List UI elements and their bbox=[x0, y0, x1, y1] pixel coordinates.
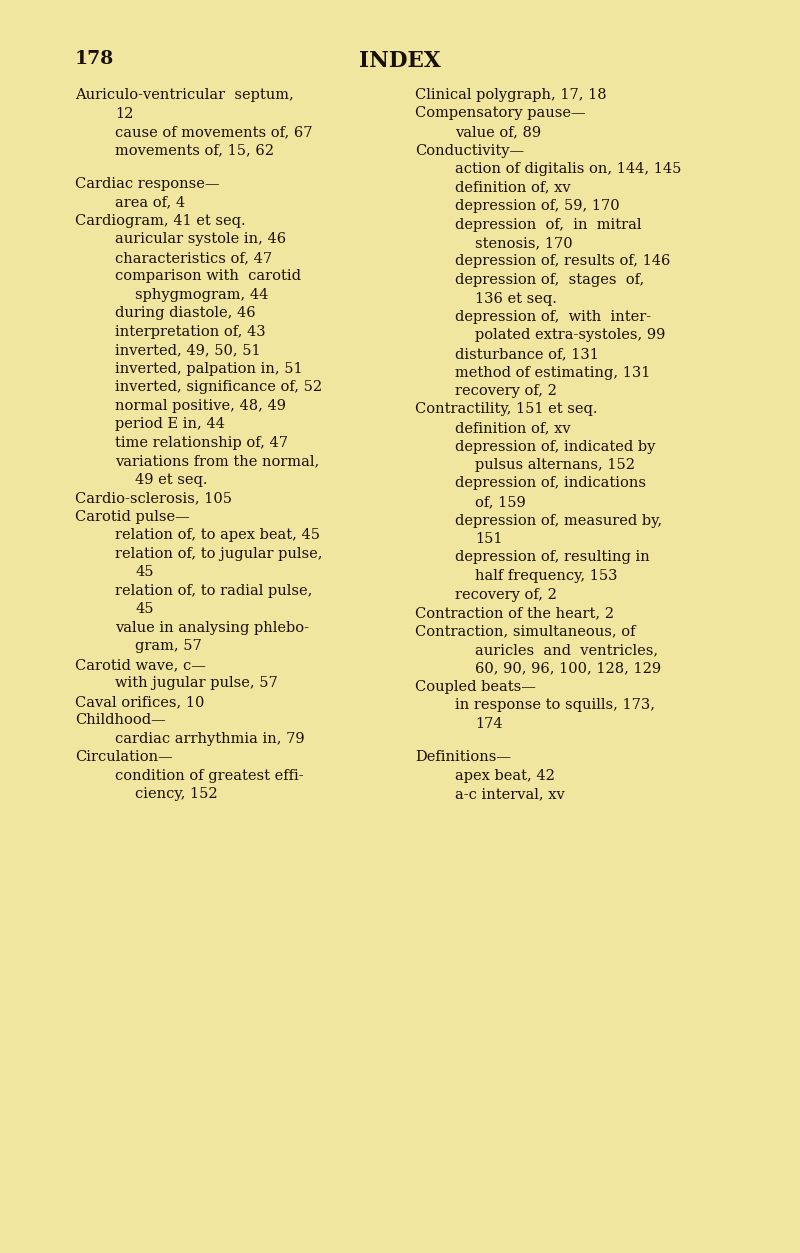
Text: depression of, measured by,: depression of, measured by, bbox=[455, 514, 662, 528]
Text: depression of,  stages  of,: depression of, stages of, bbox=[455, 273, 644, 287]
Text: Carotid wave, c—: Carotid wave, c— bbox=[75, 658, 206, 672]
Text: Contraction, simultaneous, of: Contraction, simultaneous, of bbox=[415, 624, 635, 639]
Text: 12: 12 bbox=[115, 107, 134, 120]
Text: relation of, to radial pulse,: relation of, to radial pulse, bbox=[115, 584, 312, 598]
Text: Carotid pulse—: Carotid pulse— bbox=[75, 510, 190, 524]
Text: inverted, 49, 50, 51: inverted, 49, 50, 51 bbox=[115, 343, 261, 357]
Text: Contractility, 151 et seq.: Contractility, 151 et seq. bbox=[415, 402, 598, 416]
Text: relation of, to apex beat, 45: relation of, to apex beat, 45 bbox=[115, 529, 320, 543]
Text: Cardiogram, 41 et seq.: Cardiogram, 41 et seq. bbox=[75, 214, 246, 228]
Text: Caval orifices, 10: Caval orifices, 10 bbox=[75, 695, 204, 709]
Text: depression of, 59, 170: depression of, 59, 170 bbox=[455, 199, 620, 213]
Text: auricular systole in, 46: auricular systole in, 46 bbox=[115, 232, 286, 247]
Text: with jugular pulse, 57: with jugular pulse, 57 bbox=[115, 677, 278, 690]
Text: normal positive, 48, 49: normal positive, 48, 49 bbox=[115, 398, 286, 412]
Text: recovery of, 2: recovery of, 2 bbox=[455, 383, 557, 398]
Text: depression of, results of, 146: depression of, results of, 146 bbox=[455, 254, 670, 268]
Text: value of, 89: value of, 89 bbox=[455, 125, 541, 139]
Text: definition of, xv: definition of, xv bbox=[455, 421, 570, 435]
Text: sphygmogram, 44: sphygmogram, 44 bbox=[135, 288, 268, 302]
Text: in response to squills, 173,: in response to squills, 173, bbox=[455, 698, 655, 713]
Text: of, 159: of, 159 bbox=[475, 495, 526, 509]
Text: 60, 90, 96, 100, 128, 129: 60, 90, 96, 100, 128, 129 bbox=[475, 662, 661, 675]
Text: inverted, palpation in, 51: inverted, palpation in, 51 bbox=[115, 362, 302, 376]
Text: 45: 45 bbox=[135, 603, 154, 616]
Text: during diastole, 46: during diastole, 46 bbox=[115, 306, 256, 321]
Text: depression  of,  in  mitral: depression of, in mitral bbox=[455, 218, 642, 232]
Text: value in analysing phlebo-: value in analysing phlebo- bbox=[115, 620, 309, 635]
Text: relation of, to jugular pulse,: relation of, to jugular pulse, bbox=[115, 546, 322, 561]
Text: disturbance of, 131: disturbance of, 131 bbox=[455, 347, 599, 361]
Text: area of, 4: area of, 4 bbox=[115, 195, 185, 209]
Text: depression of, indications: depression of, indications bbox=[455, 476, 646, 490]
Text: half frequency, 153: half frequency, 153 bbox=[475, 569, 618, 583]
Text: pulsus alternans, 152: pulsus alternans, 152 bbox=[475, 459, 635, 472]
Text: Coupled beats—: Coupled beats— bbox=[415, 680, 536, 694]
Text: polated extra-systoles, 99: polated extra-systoles, 99 bbox=[475, 328, 666, 342]
Text: variations from the normal,: variations from the normal, bbox=[115, 455, 319, 469]
Text: Definitions—: Definitions— bbox=[415, 751, 511, 764]
Text: stenosis, 170: stenosis, 170 bbox=[475, 236, 573, 251]
Text: period E in, 44: period E in, 44 bbox=[115, 417, 225, 431]
Text: inverted, significance of, 52: inverted, significance of, 52 bbox=[115, 381, 322, 395]
Text: Compensatory pause—: Compensatory pause— bbox=[415, 107, 586, 120]
Text: 136 et seq.: 136 et seq. bbox=[475, 292, 557, 306]
Text: 178: 178 bbox=[75, 50, 114, 68]
Text: auricles  and  ventricles,: auricles and ventricles, bbox=[475, 643, 658, 657]
Text: Conductivity—: Conductivity— bbox=[415, 144, 524, 158]
Text: comparison with  carotid: comparison with carotid bbox=[115, 269, 301, 283]
Text: cause of movements of, 67: cause of movements of, 67 bbox=[115, 125, 313, 139]
Text: condition of greatest effi-: condition of greatest effi- bbox=[115, 769, 304, 783]
Text: interpretation of, 43: interpretation of, 43 bbox=[115, 325, 266, 338]
Text: Circulation—: Circulation— bbox=[75, 751, 173, 764]
Text: Childhood—: Childhood— bbox=[75, 713, 166, 727]
Text: depression of, resulting in: depression of, resulting in bbox=[455, 550, 650, 565]
Text: movements of, 15, 62: movements of, 15, 62 bbox=[115, 144, 274, 158]
Text: Auriculo-ventricular  septum,: Auriculo-ventricular septum, bbox=[75, 88, 294, 101]
Text: depression of, indicated by: depression of, indicated by bbox=[455, 440, 655, 454]
Text: characteristics of, 47: characteristics of, 47 bbox=[115, 251, 272, 264]
Text: Cardiac response—: Cardiac response— bbox=[75, 177, 219, 190]
Text: Contraction of the heart, 2: Contraction of the heart, 2 bbox=[415, 606, 614, 620]
Text: 151: 151 bbox=[475, 533, 502, 546]
Text: 45: 45 bbox=[135, 565, 154, 579]
Text: time relationship of, 47: time relationship of, 47 bbox=[115, 436, 288, 450]
Text: method of estimating, 131: method of estimating, 131 bbox=[455, 366, 650, 380]
Text: 49 et seq.: 49 et seq. bbox=[135, 472, 207, 487]
Text: depression of,  with  inter-: depression of, with inter- bbox=[455, 309, 651, 325]
Text: 174: 174 bbox=[475, 717, 502, 730]
Text: INDEX: INDEX bbox=[359, 50, 441, 71]
Text: a-c interval, xv: a-c interval, xv bbox=[455, 787, 565, 802]
Text: Cardio-sclerosis, 105: Cardio-sclerosis, 105 bbox=[75, 491, 232, 505]
Text: recovery of, 2: recovery of, 2 bbox=[455, 588, 557, 601]
Text: Clinical polygraph, 17, 18: Clinical polygraph, 17, 18 bbox=[415, 88, 606, 101]
Text: gram, 57: gram, 57 bbox=[135, 639, 202, 653]
Text: definition of, xv: definition of, xv bbox=[455, 180, 570, 194]
Text: ciency, 152: ciency, 152 bbox=[135, 787, 218, 802]
Text: action of digitalis on, 144, 145: action of digitalis on, 144, 145 bbox=[455, 162, 682, 175]
Text: apex beat, 42: apex beat, 42 bbox=[455, 769, 555, 783]
Text: cardiac arrhythmia in, 79: cardiac arrhythmia in, 79 bbox=[115, 732, 305, 746]
